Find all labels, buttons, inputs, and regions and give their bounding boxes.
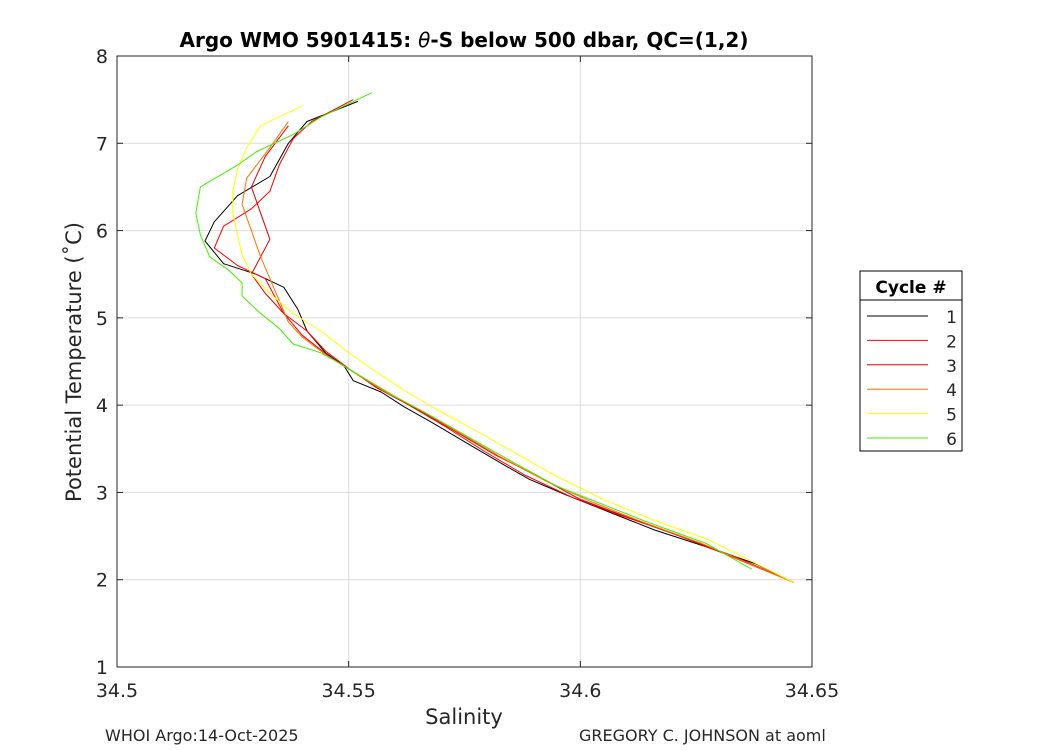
- chart-title: Argo WMO 5901415: θ-S below 500 dbar, QC…: [180, 28, 749, 52]
- y-tick-label: 2: [96, 570, 108, 592]
- series-line-cycle-2: [213, 99, 794, 583]
- x-tick-label: 34.55: [321, 680, 375, 702]
- plot-area: [117, 56, 812, 667]
- y-tick-label: 8: [96, 46, 108, 68]
- theta-symbol: θ: [418, 28, 430, 52]
- y-axis-label: Potential Temperature (˚C): [62, 222, 86, 502]
- y-tick-label: 4: [96, 395, 108, 417]
- legend-title: Cycle #: [875, 278, 946, 298]
- footer-right: GREGORY C. JOHNSON at aoml: [579, 726, 826, 745]
- legend-label-cycle-5: 5: [946, 406, 957, 426]
- legend-label-cycle-3: 3: [946, 357, 957, 377]
- x-tick-label: 34.6: [559, 680, 601, 702]
- x-axis-label: Salinity: [425, 705, 503, 729]
- title-prefix: Argo WMO 5901415:: [180, 28, 419, 52]
- plot-frame: [116, 55, 813, 668]
- y-tick-label: 7: [96, 133, 108, 155]
- legend: Cycle # 1 2 3 4 5 6: [859, 270, 963, 452]
- y-axis: 1 2 3 4 5 6 7 8: [96, 46, 812, 679]
- y-tick-label: 6: [96, 221, 108, 243]
- x-axis: 34.5 34.55 34.6 34.65: [96, 56, 839, 702]
- y-tick-label: 3: [96, 482, 108, 504]
- y-tick-label: 1: [96, 657, 108, 679]
- series-line-cycle-6: [195, 92, 753, 570]
- legend-label-cycle-1: 1: [946, 308, 957, 328]
- series-layer: [195, 92, 794, 583]
- series-line-cycle-5: [232, 105, 794, 583]
- legend-label-cycle-4: 4: [946, 381, 957, 401]
- footer-left: WHOI Argo:14-Oct-2025: [105, 726, 299, 745]
- y-tick-label: 5: [96, 308, 108, 330]
- series-line-cycle-4: [241, 121, 794, 583]
- legend-label-cycle-2: 2: [946, 332, 957, 352]
- legend-label-cycle-6: 6: [946, 430, 957, 450]
- x-tick-label: 34.5: [96, 680, 138, 702]
- legend-items: 1 2 3 4 5 6: [867, 308, 957, 450]
- legend-box: [859, 270, 963, 452]
- grid: [116, 55, 813, 668]
- x-tick-label: 34.65: [785, 680, 839, 702]
- title-suffix: -S below 500 dbar, QC=(1,2): [430, 28, 748, 52]
